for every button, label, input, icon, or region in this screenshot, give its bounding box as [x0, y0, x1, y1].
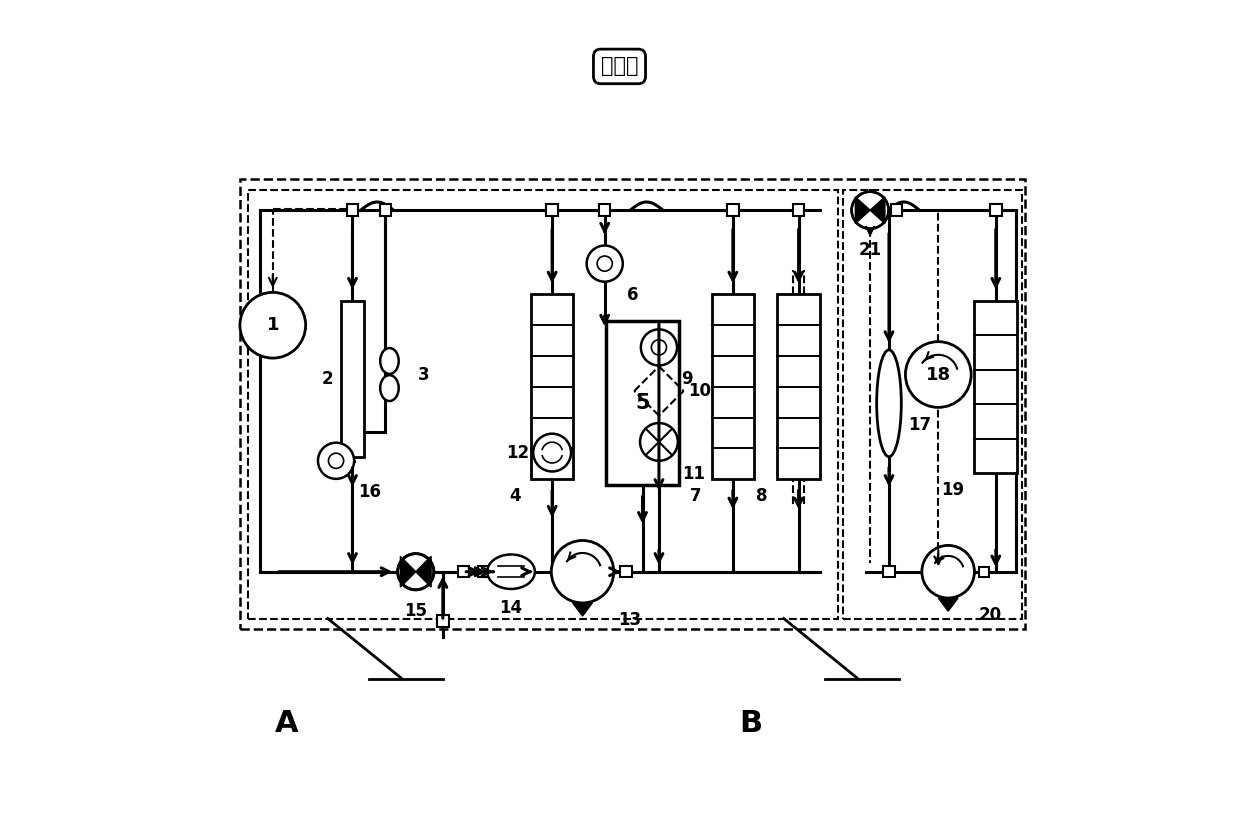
Bar: [891, 204, 902, 216]
Text: 19: 19: [942, 481, 965, 500]
Circle shape: [597, 256, 612, 272]
Text: 3: 3: [419, 365, 430, 384]
Polygon shape: [400, 556, 416, 587]
Text: 9: 9: [681, 370, 693, 388]
Text: 8: 8: [756, 487, 767, 505]
Text: 17: 17: [908, 416, 930, 434]
Text: 15: 15: [404, 602, 427, 620]
Bar: [478, 566, 489, 578]
Text: 7: 7: [690, 487, 701, 505]
Text: 5: 5: [636, 393, 649, 413]
Text: 18: 18: [926, 365, 950, 384]
Circle shape: [551, 541, 613, 603]
Bar: [621, 566, 632, 578]
Text: 13: 13: [618, 611, 641, 629]
Bar: [457, 566, 470, 578]
Bar: [530, 295, 574, 479]
Polygon shape: [416, 556, 431, 587]
Text: 20: 20: [979, 607, 1001, 624]
Bar: [347, 204, 358, 216]
Text: B: B: [740, 709, 762, 738]
Circle shape: [398, 554, 434, 590]
Polygon shape: [938, 598, 958, 611]
Circle shape: [906, 342, 971, 407]
Circle shape: [586, 245, 623, 281]
Circle shape: [922, 546, 974, 598]
Text: 11: 11: [681, 465, 705, 483]
Bar: [793, 204, 804, 216]
Polygon shape: [870, 197, 885, 224]
Bar: [248, 189, 838, 619]
Text: 1: 1: [266, 316, 279, 334]
Polygon shape: [855, 197, 870, 224]
Circle shape: [318, 443, 354, 479]
Bar: [990, 204, 1001, 216]
Text: 21: 21: [859, 241, 882, 259]
Bar: [979, 567, 989, 577]
Bar: [711, 295, 755, 479]
Text: 控制器: 控制器: [601, 57, 638, 77]
Bar: [341, 300, 364, 457]
Circle shape: [533, 434, 571, 472]
Bar: [240, 179, 1025, 630]
Bar: [727, 204, 738, 216]
Ellipse shape: [380, 375, 399, 401]
Text: 6: 6: [627, 286, 638, 304]
Bar: [933, 567, 943, 577]
Text: 2: 2: [321, 370, 333, 388]
Bar: [990, 204, 1001, 216]
Bar: [598, 204, 611, 216]
Bar: [872, 204, 885, 216]
Polygon shape: [572, 603, 592, 616]
Bar: [777, 295, 820, 479]
Ellipse shape: [487, 555, 535, 589]
Text: 10: 10: [688, 382, 711, 400]
Circle shape: [641, 423, 678, 461]
Ellipse shape: [380, 348, 399, 374]
Circle shape: [851, 192, 888, 229]
Circle shape: [240, 292, 306, 358]
Circle shape: [652, 340, 667, 355]
Bar: [843, 189, 1022, 619]
Bar: [974, 300, 1017, 473]
Text: 12: 12: [506, 444, 529, 462]
Text: 14: 14: [499, 599, 523, 616]
Circle shape: [641, 329, 676, 365]
Circle shape: [328, 453, 343, 468]
Text: 4: 4: [509, 487, 520, 505]
Text: A: A: [275, 709, 299, 738]
Bar: [883, 566, 895, 578]
Ellipse shape: [877, 350, 901, 457]
Bar: [546, 204, 558, 216]
Bar: [606, 321, 679, 486]
Bar: [437, 616, 449, 627]
Bar: [379, 204, 392, 216]
Text: 16: 16: [358, 483, 382, 501]
